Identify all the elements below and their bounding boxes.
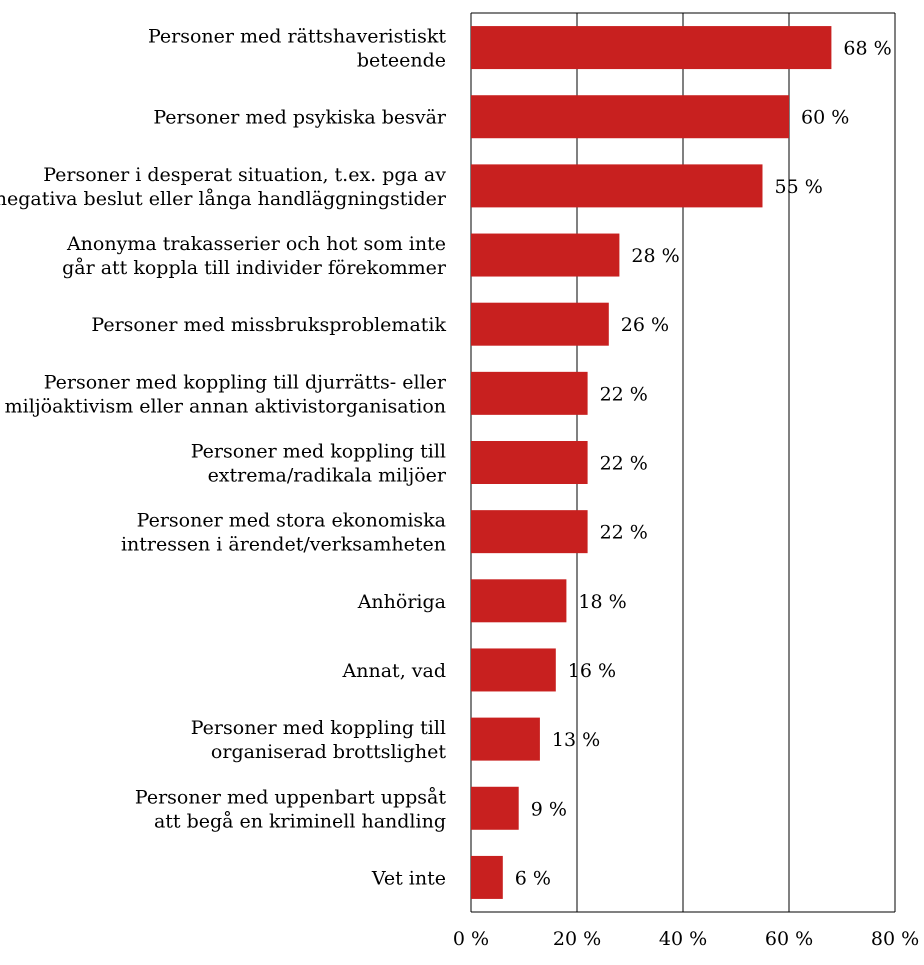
x-tick-label-20: 20 % [553, 928, 601, 950]
bar-4 [471, 302, 609, 346]
category-label-5: Personer med koppling till djurrätts- el… [5, 371, 447, 417]
category-label-11: Personer med uppenbart uppsåt att begå en… [135, 786, 446, 832]
bar-layer [471, 26, 832, 899]
category-label-7: Personer med stora ekonomiska intressen i… [121, 510, 446, 556]
category-label-1: Personer med psykiska besvär [153, 107, 447, 129]
bar-7 [471, 510, 588, 554]
bar-2 [471, 164, 763, 208]
value-label-8: 18 % [578, 591, 626, 613]
bar-12 [471, 855, 503, 899]
value-labels: 68 % 60 % 55 % 28 % 26 % 22 % 22 % 22 % 18 % 16 %… [515, 38, 892, 890]
category-label-9: Annat, vad [342, 660, 446, 682]
category-label-6: Personer med koppling till extrema/radika… [191, 441, 447, 487]
value-label-10: 13 % [552, 729, 600, 751]
value-label-5: 22 % [600, 383, 648, 405]
category-label-0: Personer med rättshaveristiskt beteende [148, 26, 446, 72]
bar-0 [471, 26, 832, 70]
category-label-10: Personer med koppling till organiserad br… [191, 717, 447, 763]
x-tick-label-80: 80 % [871, 928, 919, 950]
value-label-9: 16 % [568, 660, 616, 682]
bar-9 [471, 648, 556, 692]
x-axis-ticks: 0 % 20 % 40 % 60 % 80 % [453, 928, 919, 950]
bar-5 [471, 371, 588, 415]
value-label-12: 6 % [515, 867, 551, 889]
grid-layer [470, 12, 896, 913]
category-label-8: Anhöriga [357, 591, 446, 613]
value-label-1: 60 % [801, 107, 849, 129]
category-label-4: Personer med missbruksproblematik [91, 314, 446, 336]
bar-10 [471, 717, 540, 761]
x-tick-label-40: 40 % [659, 928, 707, 950]
bar-11 [471, 786, 519, 830]
value-label-7: 22 % [600, 522, 648, 544]
x-tick-label-60: 60 % [765, 928, 813, 950]
value-label-6: 22 % [600, 453, 648, 475]
value-label-2: 55 % [775, 176, 823, 198]
category-label-3: Anonyma trakasserier och hot som inte går… [62, 233, 447, 279]
value-label-11: 9 % [531, 798, 567, 820]
category-label-12: Vet inte [371, 867, 446, 889]
bar-8 [471, 579, 567, 623]
value-label-4: 26 % [621, 314, 669, 336]
value-label-0: 68 % [843, 38, 891, 60]
category-label-2: Personer i desperat situation, t.ex. pga… [0, 164, 447, 210]
value-label-3: 28 % [631, 245, 679, 267]
bar-1 [471, 95, 789, 139]
bar-6 [471, 441, 588, 484]
x-tick-label-0: 0 % [453, 928, 489, 950]
bar-3 [471, 233, 620, 277]
category-labels: Personer med rättshaveristiskt beteende Pe… [0, 26, 447, 890]
